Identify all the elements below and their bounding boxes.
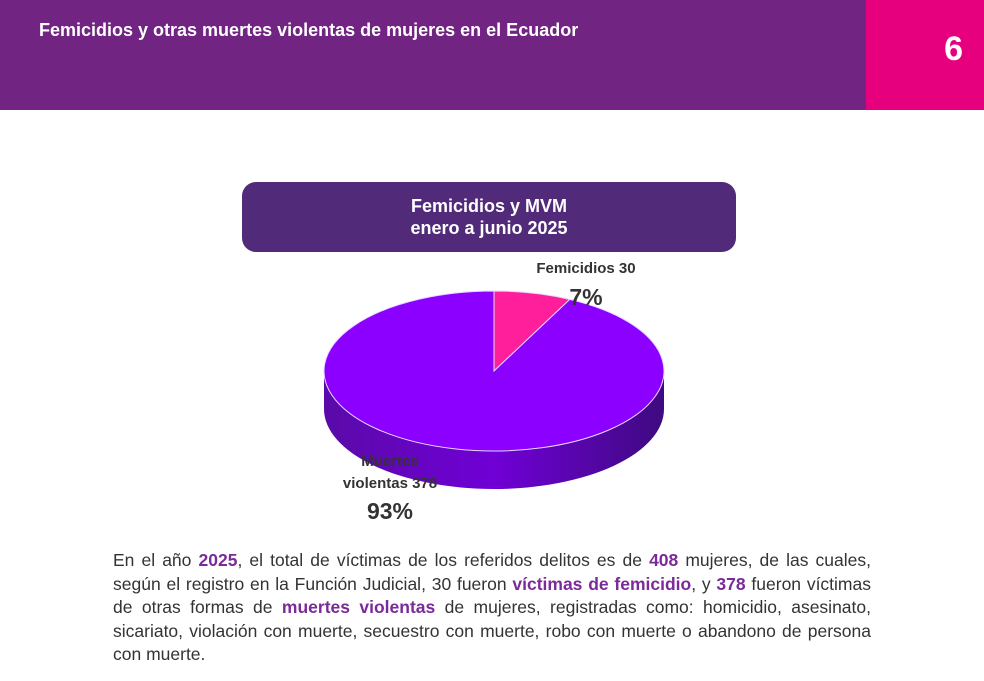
highlight-total: 408 <box>649 550 679 570</box>
femicidios-label: Femicidios 30 <box>536 260 635 277</box>
paragraph-text-5: fueron víctimas de otras formas de <box>113 573 871 618</box>
highlight-muertes-violentas: muertes violentas <box>281 597 436 617</box>
paragraph-text-3: mujeres, de las cuales, según el registr… <box>113 550 872 594</box>
summary-paragraph: En el año 2025, el total de víctimas de … <box>113 549 871 667</box>
muertes-percent: 93% <box>367 498 413 524</box>
muertes-label-line1: Muertes <box>361 453 419 470</box>
page-number: 6 <box>944 30 963 68</box>
chart-title-line1: Femicidios y MVM <box>410 196 568 216</box>
highlight-violent-count: 378 <box>716 573 746 594</box>
paragraph-text-2: , el total de víctimas de los referidos … <box>237 550 650 570</box>
highlight-year: 2025 <box>198 550 238 570</box>
page-title: Femicidios y otras muertes violentas de … <box>39 20 579 40</box>
paragraph-text-6: de mujeres, registradas como: homicidio,… <box>113 597 871 664</box>
pie-side <box>324 371 664 489</box>
highlight-femicidio: víctimas de femicidio <box>512 573 692 594</box>
chart-title-line2: enero a junio 2025 <box>410 218 568 238</box>
page-number-badge: 6 <box>866 0 984 110</box>
pie-slice-muertes-violentas <box>323 290 665 452</box>
pie-group <box>323 290 665 489</box>
chart-title-box: Femicidios y MVM enero a junio 2025 <box>242 182 736 252</box>
page-header: Femicidios y otras muertes violentas de … <box>0 0 866 110</box>
paragraph-text-4: , y <box>691 573 717 594</box>
paragraph-text-1: En el año <box>113 550 199 570</box>
muertes-label-line2: violentas 378 <box>343 475 437 492</box>
femicidios-percent: 7% <box>569 284 602 310</box>
